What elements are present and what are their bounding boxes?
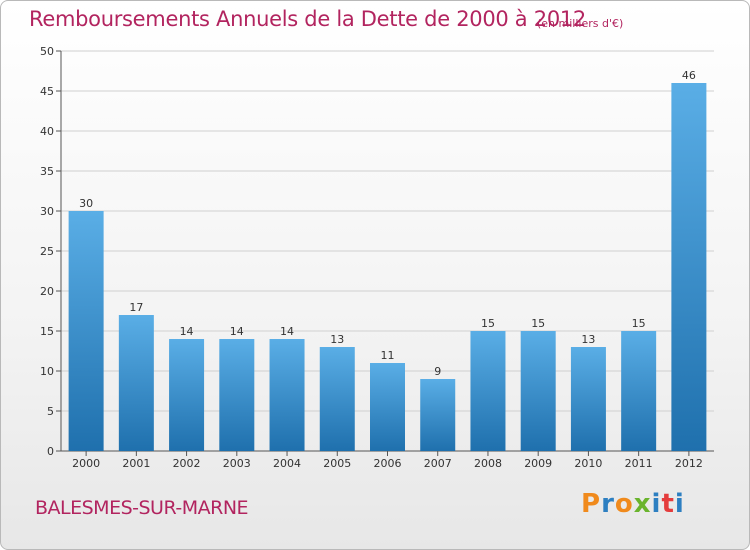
x-tick-label-2003: 2003 <box>223 457 251 470</box>
x-tick-label-2009: 2009 <box>524 457 552 470</box>
logo-letter: t <box>661 489 675 519</box>
bar-2004 <box>269 339 305 451</box>
labels: 30 17 14 14 14 13 11 9 15 15 13 15 46 <box>79 69 696 378</box>
x-tick-label-2002: 2002 <box>173 457 201 470</box>
x-tick-label-2007: 2007 <box>424 457 452 470</box>
y-tick-label: 25 <box>40 245 54 258</box>
chart-title: Remboursements Annuels de la Dette de 20… <box>29 7 586 31</box>
x-tick-label-2006: 2006 <box>374 457 402 470</box>
bar-2002 <box>169 339 205 451</box>
y-tick-label: 50 <box>40 45 54 58</box>
bar-2009 <box>520 331 556 451</box>
proxiti-logo: Proxiti <box>581 489 685 519</box>
data-label-2010: 13 <box>581 333 595 346</box>
unit-label: (en milliers d'€) <box>537 17 624 30</box>
logo-letter: r <box>601 489 615 519</box>
data-label-2008: 15 <box>481 317 495 330</box>
x-tick-label-2001: 2001 <box>122 457 150 470</box>
logo-letter: P <box>581 489 602 519</box>
x-tick-label-2000: 2000 <box>72 457 100 470</box>
y-tick-label: 20 <box>40 285 54 298</box>
data-label-2001: 17 <box>129 301 143 314</box>
data-label-2000: 30 <box>79 197 93 210</box>
data-label-2002: 14 <box>180 325 194 338</box>
commune-name: BALESMES-SUR-MARNE <box>35 497 249 519</box>
bar-2000 <box>68 211 104 451</box>
logo-letter: i <box>674 489 685 519</box>
x-tick-label-2005: 2005 <box>323 457 351 470</box>
x-tick-label-2011: 2011 <box>625 457 653 470</box>
data-label-2004: 14 <box>280 325 294 338</box>
bar-2003 <box>219 339 255 451</box>
y-tick-label: 10 <box>40 365 54 378</box>
logo-letter: o <box>614 489 634 519</box>
y-tick-label: 30 <box>40 205 54 218</box>
data-label-2007: 9 <box>434 365 441 378</box>
bar-2006 <box>370 363 405 451</box>
bar-2011 <box>621 331 657 451</box>
x-tick-label-2010: 2010 <box>574 457 602 470</box>
bar-2001 <box>118 315 154 451</box>
bar-2012 <box>671 83 707 451</box>
y-tick-label: 5 <box>47 405 54 418</box>
data-label-2006: 11 <box>381 349 395 362</box>
y-tick-label: 35 <box>40 165 54 178</box>
x-tick-label-2012: 2012 <box>675 457 703 470</box>
bar-2008 <box>470 331 506 451</box>
data-label-2003: 14 <box>230 325 244 338</box>
x-tick-label-2008: 2008 <box>474 457 502 470</box>
y-tick-label: 45 <box>40 85 54 98</box>
y-tick-label: 15 <box>40 325 54 338</box>
logo-letter: i <box>651 489 662 519</box>
y-tick-label: 40 <box>40 125 54 138</box>
data-label-2012: 46 <box>682 69 696 82</box>
axes: 0 5 10 15 20 25 30 35 40 45 50 2000 2001 2002 2003 2004… <box>40 45 714 470</box>
bars <box>68 83 707 451</box>
data-label-2011: 15 <box>632 317 646 330</box>
logo-letter: x <box>633 489 652 519</box>
bar-2007 <box>420 379 456 451</box>
data-label-2005: 13 <box>330 333 344 346</box>
x-tick-label-2004: 2004 <box>273 457 301 470</box>
y-tick-label: 0 <box>47 445 54 458</box>
bar-2005 <box>319 347 355 451</box>
bar-2010 <box>570 347 606 451</box>
data-label-2009: 15 <box>531 317 545 330</box>
